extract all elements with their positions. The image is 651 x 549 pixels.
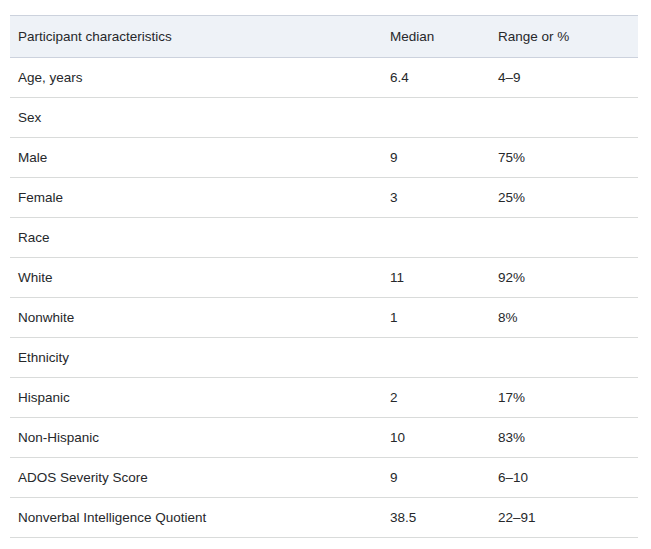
table-row-sex-section: Sex: [10, 98, 638, 138]
row-label: ADOS Severity Score: [10, 458, 382, 498]
table-row-age: Age, years 6.4 4–9: [10, 58, 638, 98]
median-value: 1: [382, 298, 490, 338]
range-value: [490, 218, 638, 258]
table-row-male: Male 9 75%: [10, 138, 638, 178]
page: Participant characteristics Median Range…: [0, 0, 651, 549]
median-value: 38.5: [382, 498, 490, 538]
range-value: 75%: [490, 138, 638, 178]
median-value: [382, 338, 490, 378]
range-value: 6–10: [490, 458, 638, 498]
participant-characteristics-table: Participant characteristics Median Range…: [10, 15, 638, 538]
range-value: 8%: [490, 298, 638, 338]
table-row-race-section: Race: [10, 218, 638, 258]
range-value: 17%: [490, 378, 638, 418]
participant-characteristics-table-container: Participant characteristics Median Range…: [10, 15, 638, 538]
row-label: Ethnicity: [10, 338, 382, 378]
table-row-female: Female 3 25%: [10, 178, 638, 218]
row-label: Non-Hispanic: [10, 418, 382, 458]
column-header-range: Range or %: [490, 16, 638, 58]
range-value: 92%: [490, 258, 638, 298]
column-header-characteristics: Participant characteristics: [10, 16, 382, 58]
table-header-row: Participant characteristics Median Range…: [10, 16, 638, 58]
row-label: Male: [10, 138, 382, 178]
range-value: [490, 98, 638, 138]
range-value: 25%: [490, 178, 638, 218]
row-label: White: [10, 258, 382, 298]
median-value: 2: [382, 378, 490, 418]
range-value: 83%: [490, 418, 638, 458]
column-header-median: Median: [382, 16, 490, 58]
table-row-nonwhite: Nonwhite 1 8%: [10, 298, 638, 338]
row-label: Race: [10, 218, 382, 258]
median-value: 11: [382, 258, 490, 298]
table-row-ados-severity: ADOS Severity Score 9 6–10: [10, 458, 638, 498]
row-label: Female: [10, 178, 382, 218]
table-row-non-hispanic: Non-Hispanic 10 83%: [10, 418, 638, 458]
row-label: Nonverbal Intelligence Quotient: [10, 498, 382, 538]
median-value: 9: [382, 138, 490, 178]
table-row-white: White 11 92%: [10, 258, 638, 298]
range-value: 4–9: [490, 58, 638, 98]
median-value: 3: [382, 178, 490, 218]
range-value: [490, 338, 638, 378]
median-value: 6.4: [382, 58, 490, 98]
table-row-ethnicity-section: Ethnicity: [10, 338, 638, 378]
table-row-hispanic: Hispanic 2 17%: [10, 378, 638, 418]
median-value: [382, 98, 490, 138]
median-value: [382, 218, 490, 258]
row-label: Age, years: [10, 58, 382, 98]
row-label: Nonwhite: [10, 298, 382, 338]
range-value: 22–91: [490, 498, 638, 538]
row-label: Sex: [10, 98, 382, 138]
row-label: Hispanic: [10, 378, 382, 418]
median-value: 10: [382, 418, 490, 458]
median-value: 9: [382, 458, 490, 498]
table-row-nonverbal-iq: Nonverbal Intelligence Quotient 38.5 22–…: [10, 498, 638, 538]
